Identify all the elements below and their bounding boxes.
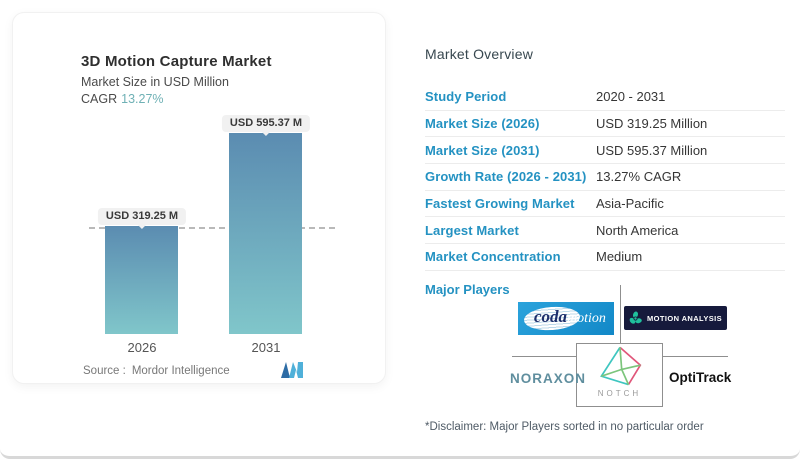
row-value: Medium [596,249,643,265]
row-value: 2020 - 2031 [596,89,666,105]
row-label: Study Period [425,89,507,105]
cagr-value: 13.27% [121,92,164,106]
chart-subtitle: Market Size in USD Million [81,75,229,89]
row-value: USD 595.37 Million [596,142,708,158]
chart-title: 3D Motion Capture Market [81,53,272,70]
table-row: Largest Market North America [425,217,785,245]
overview-title: Market Overview [425,46,534,62]
reference-line [89,227,335,230]
bar-2031 [229,133,302,334]
row-value: Asia-Pacific [596,196,664,212]
row-label: Largest Market [425,222,519,238]
table-row: Market Size (2026) USD 319.25 Million [425,111,785,138]
overview-table: Study Period 2020 - 2031 Market Size (20… [425,84,785,271]
motion-analysis-wordmark: MOTION ANALYSIS [647,313,723,323]
bar-value-label-2031: USD 595.37 M [221,115,311,132]
major-players-label: Major Players [425,282,510,297]
mordor-intelligence-logo-icon [281,362,303,378]
coda-word: coda [534,307,568,326]
market-overview-panel: Market Overview Study Period 2020 - 2031… [425,0,787,456]
table-row: Market Concentration Medium [425,244,785,271]
table-row: Growth Rate (2026 - 2031) 13.27% CAGR [425,164,785,191]
row-value: USD 319.25 Million [596,116,708,132]
bar-2026 [105,226,178,334]
x-axis-label-2031: 2031 [251,340,281,355]
source-line: Source : Mordor Intelligence [83,365,230,377]
table-row: Fastest Growing Market Asia-Pacific [425,191,785,218]
market-chart-card: 3D Motion Capture Market Market Size in … [12,12,386,384]
bar-value-label-2026: USD 319.25 M [97,208,187,226]
x-axis-label-2026: 2026 [127,340,157,355]
logo-grid-left-line [512,356,576,357]
disclaimer-text: *Disclaimer: Major Players sorted in no … [425,421,704,433]
source-name: Mordor Intelligence [131,365,230,377]
codamotion-wordmark: codamotion [534,307,606,327]
table-row: Market Size (2031) USD 595.37 Million [425,137,785,165]
cagr-label: CAGR [81,92,118,106]
optitrack-wordmark: OptiTrack [669,370,732,385]
chart-cagr: CAGR 13.27% [81,92,164,106]
logo-grid-vertical-divider [620,285,621,343]
row-label: Market Concentration [425,249,561,265]
row-label: Fastest Growing Market [425,196,575,212]
row-value: 13.27% CAGR [596,169,682,185]
source-label: Source : [83,365,126,377]
row-label: Growth Rate (2026 - 2031) [425,169,587,185]
notch-gem-icon [599,346,641,386]
logo-grid-right-line [663,356,728,357]
row-label: Market Size (2026) [425,116,540,132]
noraxon-wordmark: NORAXON [510,371,587,386]
codamotion-logo: codamotion [518,302,614,335]
motion-analysis-triskelion-icon [629,311,642,324]
motion-word: motion [567,311,606,326]
notch-wordmark: NOTCH [597,389,642,398]
row-value: North America [596,222,679,238]
table-row: Study Period 2020 - 2031 [425,84,785,111]
motion-analysis-logo: MOTION ANALYSIS [624,306,727,330]
row-label: Market Size (2031) [425,142,540,158]
notch-logo-box: NOTCH [576,343,663,407]
